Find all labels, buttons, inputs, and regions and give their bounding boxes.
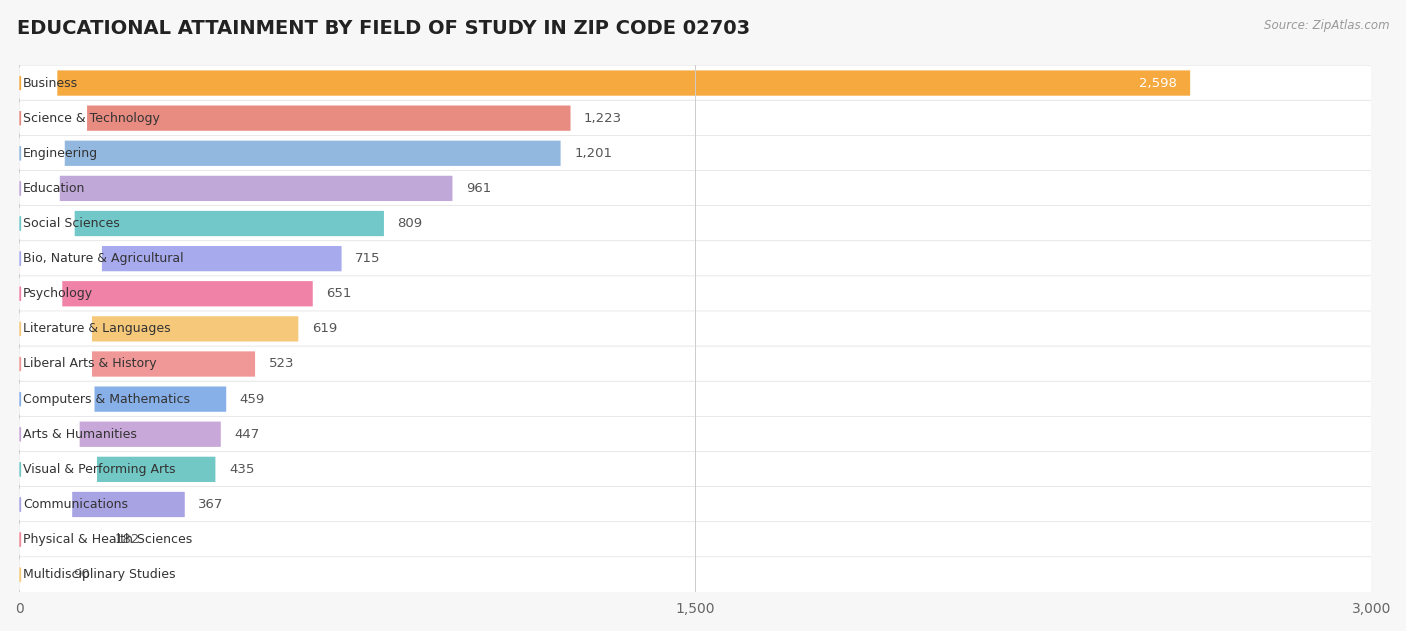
FancyBboxPatch shape [20,138,65,169]
FancyBboxPatch shape [20,487,1371,522]
Text: Communications: Communications [22,498,128,511]
FancyBboxPatch shape [20,278,62,309]
FancyBboxPatch shape [20,386,226,412]
FancyBboxPatch shape [20,208,75,239]
Text: 1,223: 1,223 [583,112,623,125]
FancyBboxPatch shape [20,206,1371,242]
FancyBboxPatch shape [20,351,254,377]
Text: Engineering: Engineering [22,147,98,160]
Text: 961: 961 [465,182,491,195]
FancyBboxPatch shape [20,559,100,591]
Text: 447: 447 [235,428,260,440]
Text: 651: 651 [326,287,352,300]
Text: Source: ZipAtlas.com: Source: ZipAtlas.com [1264,19,1389,32]
FancyBboxPatch shape [20,527,101,552]
FancyBboxPatch shape [20,102,87,134]
Text: 367: 367 [198,498,224,511]
Text: Liberal Arts & History: Liberal Arts & History [22,358,157,370]
Text: Business: Business [22,76,79,90]
FancyBboxPatch shape [20,276,1371,312]
FancyBboxPatch shape [20,492,184,517]
FancyBboxPatch shape [20,422,221,447]
FancyBboxPatch shape [20,316,298,341]
Text: Science & Technology: Science & Technology [22,112,160,125]
FancyBboxPatch shape [20,346,1371,382]
Text: 459: 459 [240,392,264,406]
FancyBboxPatch shape [20,381,1371,417]
FancyBboxPatch shape [20,71,1189,96]
Text: Visual & Performing Arts: Visual & Performing Arts [22,463,176,476]
FancyBboxPatch shape [20,65,1371,101]
Text: Physical & Health Sciences: Physical & Health Sciences [22,533,193,546]
FancyBboxPatch shape [20,243,103,274]
FancyBboxPatch shape [20,451,1371,487]
Text: Social Sciences: Social Sciences [22,217,120,230]
FancyBboxPatch shape [20,418,80,450]
Text: 182: 182 [115,533,141,546]
FancyBboxPatch shape [20,522,1371,558]
FancyBboxPatch shape [20,176,453,201]
FancyBboxPatch shape [20,170,1371,206]
Text: EDUCATIONAL ATTAINMENT BY FIELD OF STUDY IN ZIP CODE 02703: EDUCATIONAL ATTAINMENT BY FIELD OF STUDY… [17,19,749,38]
FancyBboxPatch shape [20,211,384,236]
FancyBboxPatch shape [20,416,1371,452]
Text: 90: 90 [73,569,90,581]
Text: Education: Education [22,182,86,195]
Text: 619: 619 [312,322,337,336]
Text: Arts & Humanities: Arts & Humanities [22,428,136,440]
FancyBboxPatch shape [20,281,312,307]
FancyBboxPatch shape [20,136,1371,171]
FancyBboxPatch shape [20,173,60,204]
FancyBboxPatch shape [20,141,561,166]
FancyBboxPatch shape [20,524,103,555]
Text: Bio, Nature & Agricultural: Bio, Nature & Agricultural [22,252,184,265]
FancyBboxPatch shape [20,311,1371,347]
Text: Literature & Languages: Literature & Languages [22,322,170,336]
Text: 809: 809 [398,217,423,230]
Text: Psychology: Psychology [22,287,93,300]
FancyBboxPatch shape [20,241,1371,276]
Text: Computers & Mathematics: Computers & Mathematics [22,392,190,406]
FancyBboxPatch shape [20,384,94,415]
Text: 1,201: 1,201 [574,147,612,160]
FancyBboxPatch shape [20,457,215,482]
FancyBboxPatch shape [20,68,58,98]
Text: 435: 435 [229,463,254,476]
FancyBboxPatch shape [20,489,72,520]
FancyBboxPatch shape [20,557,1371,593]
FancyBboxPatch shape [20,454,97,485]
FancyBboxPatch shape [20,105,571,131]
Text: 715: 715 [356,252,381,265]
FancyBboxPatch shape [20,562,60,587]
FancyBboxPatch shape [20,246,342,271]
Text: 523: 523 [269,358,294,370]
Text: Multidisciplinary Studies: Multidisciplinary Studies [22,569,176,581]
FancyBboxPatch shape [20,100,1371,136]
Text: 2,598: 2,598 [1139,76,1177,90]
FancyBboxPatch shape [20,348,91,380]
FancyBboxPatch shape [20,313,91,345]
